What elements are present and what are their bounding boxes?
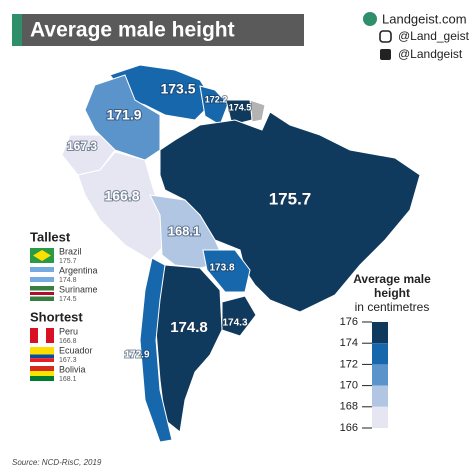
flag-part bbox=[30, 290, 54, 292]
flag-part bbox=[30, 371, 54, 376]
country bbox=[159, 111, 421, 313]
country-value: 166.8 bbox=[104, 188, 139, 204]
entry-name: Peru bbox=[59, 326, 78, 336]
country-value: 173.5 bbox=[160, 81, 195, 97]
flag-part bbox=[30, 267, 54, 272]
flag-part bbox=[30, 358, 54, 362]
legend-tick-label: 172 bbox=[340, 358, 358, 370]
legend-tick-label: 170 bbox=[340, 380, 358, 392]
flag-part bbox=[33, 250, 51, 261]
legend-swatch bbox=[372, 322, 388, 344]
title-accent bbox=[12, 14, 22, 46]
country-value: 175.7 bbox=[269, 189, 312, 208]
globe-icon bbox=[363, 12, 377, 26]
entry-value: 166.8 bbox=[59, 338, 77, 345]
legend-swatch bbox=[372, 385, 388, 407]
flag-part bbox=[30, 347, 54, 355]
source: Source: NCD-RisC, 2019 bbox=[12, 458, 102, 467]
entry-value: 174.8 bbox=[59, 277, 77, 284]
entry-name: Brazil bbox=[59, 246, 82, 256]
legend-tick-label: 176 bbox=[340, 316, 358, 328]
legend-subtitle: in centimetres bbox=[354, 300, 430, 314]
entry-value: 174.5 bbox=[59, 296, 77, 303]
flag-part bbox=[38, 328, 46, 343]
entry-name: Ecuador bbox=[59, 345, 93, 355]
instagram: @Land_geist bbox=[398, 29, 470, 43]
entry-value: 167.3 bbox=[59, 357, 77, 364]
entry-name: Suriname bbox=[59, 284, 98, 294]
legend-tick-label: 168 bbox=[340, 401, 358, 413]
country-value: 167.3 bbox=[67, 139, 97, 153]
country bbox=[199, 85, 229, 126]
country bbox=[202, 249, 251, 293]
legend-swatch bbox=[372, 343, 388, 365]
country-value: 174.5 bbox=[229, 102, 252, 112]
country bbox=[155, 264, 223, 433]
flag-part bbox=[30, 277, 54, 282]
twitter: @Landgeist bbox=[398, 47, 463, 61]
legend-swatch bbox=[372, 406, 388, 428]
country bbox=[139, 257, 173, 443]
country-value: 174.8 bbox=[170, 319, 208, 336]
tallest-title: Tallest bbox=[30, 229, 71, 244]
country-value: 171.9 bbox=[106, 107, 141, 123]
title: Average male height bbox=[30, 19, 235, 42]
flag-part bbox=[30, 292, 54, 295]
flag-part bbox=[30, 286, 54, 291]
legend-tick-label: 174 bbox=[340, 337, 358, 349]
entry-name: Bolivia bbox=[59, 364, 86, 374]
country bbox=[225, 99, 253, 126]
country bbox=[221, 295, 257, 337]
twitter-icon bbox=[380, 49, 391, 60]
flag-part bbox=[30, 376, 54, 381]
entry-value: 168.1 bbox=[59, 376, 77, 383]
legend-tick-label: 166 bbox=[340, 422, 358, 434]
title-box bbox=[12, 14, 304, 46]
flag-part bbox=[30, 296, 54, 301]
country-value: 172.2 bbox=[205, 94, 228, 104]
legend-title-block: Average male height in centimetres bbox=[336, 272, 448, 314]
instagram-icon bbox=[379, 30, 392, 43]
entry-name: Argentina bbox=[59, 265, 98, 275]
entry-value: 175.7 bbox=[59, 258, 77, 265]
country-value: 174.3 bbox=[222, 318, 247, 329]
shortest-title: Shortest bbox=[30, 309, 83, 324]
legend-title: Average male height bbox=[353, 272, 431, 300]
site: Landgeist.com bbox=[382, 11, 467, 26]
flag-part bbox=[30, 272, 54, 277]
legend-swatch bbox=[372, 364, 388, 386]
country-value: 173.8 bbox=[209, 263, 234, 274]
country-value: 168.1 bbox=[168, 223, 201, 238]
flag-part bbox=[30, 354, 54, 359]
flag-part bbox=[30, 295, 54, 297]
country-value: 172.9 bbox=[124, 350, 149, 361]
flag-part bbox=[30, 366, 54, 371]
